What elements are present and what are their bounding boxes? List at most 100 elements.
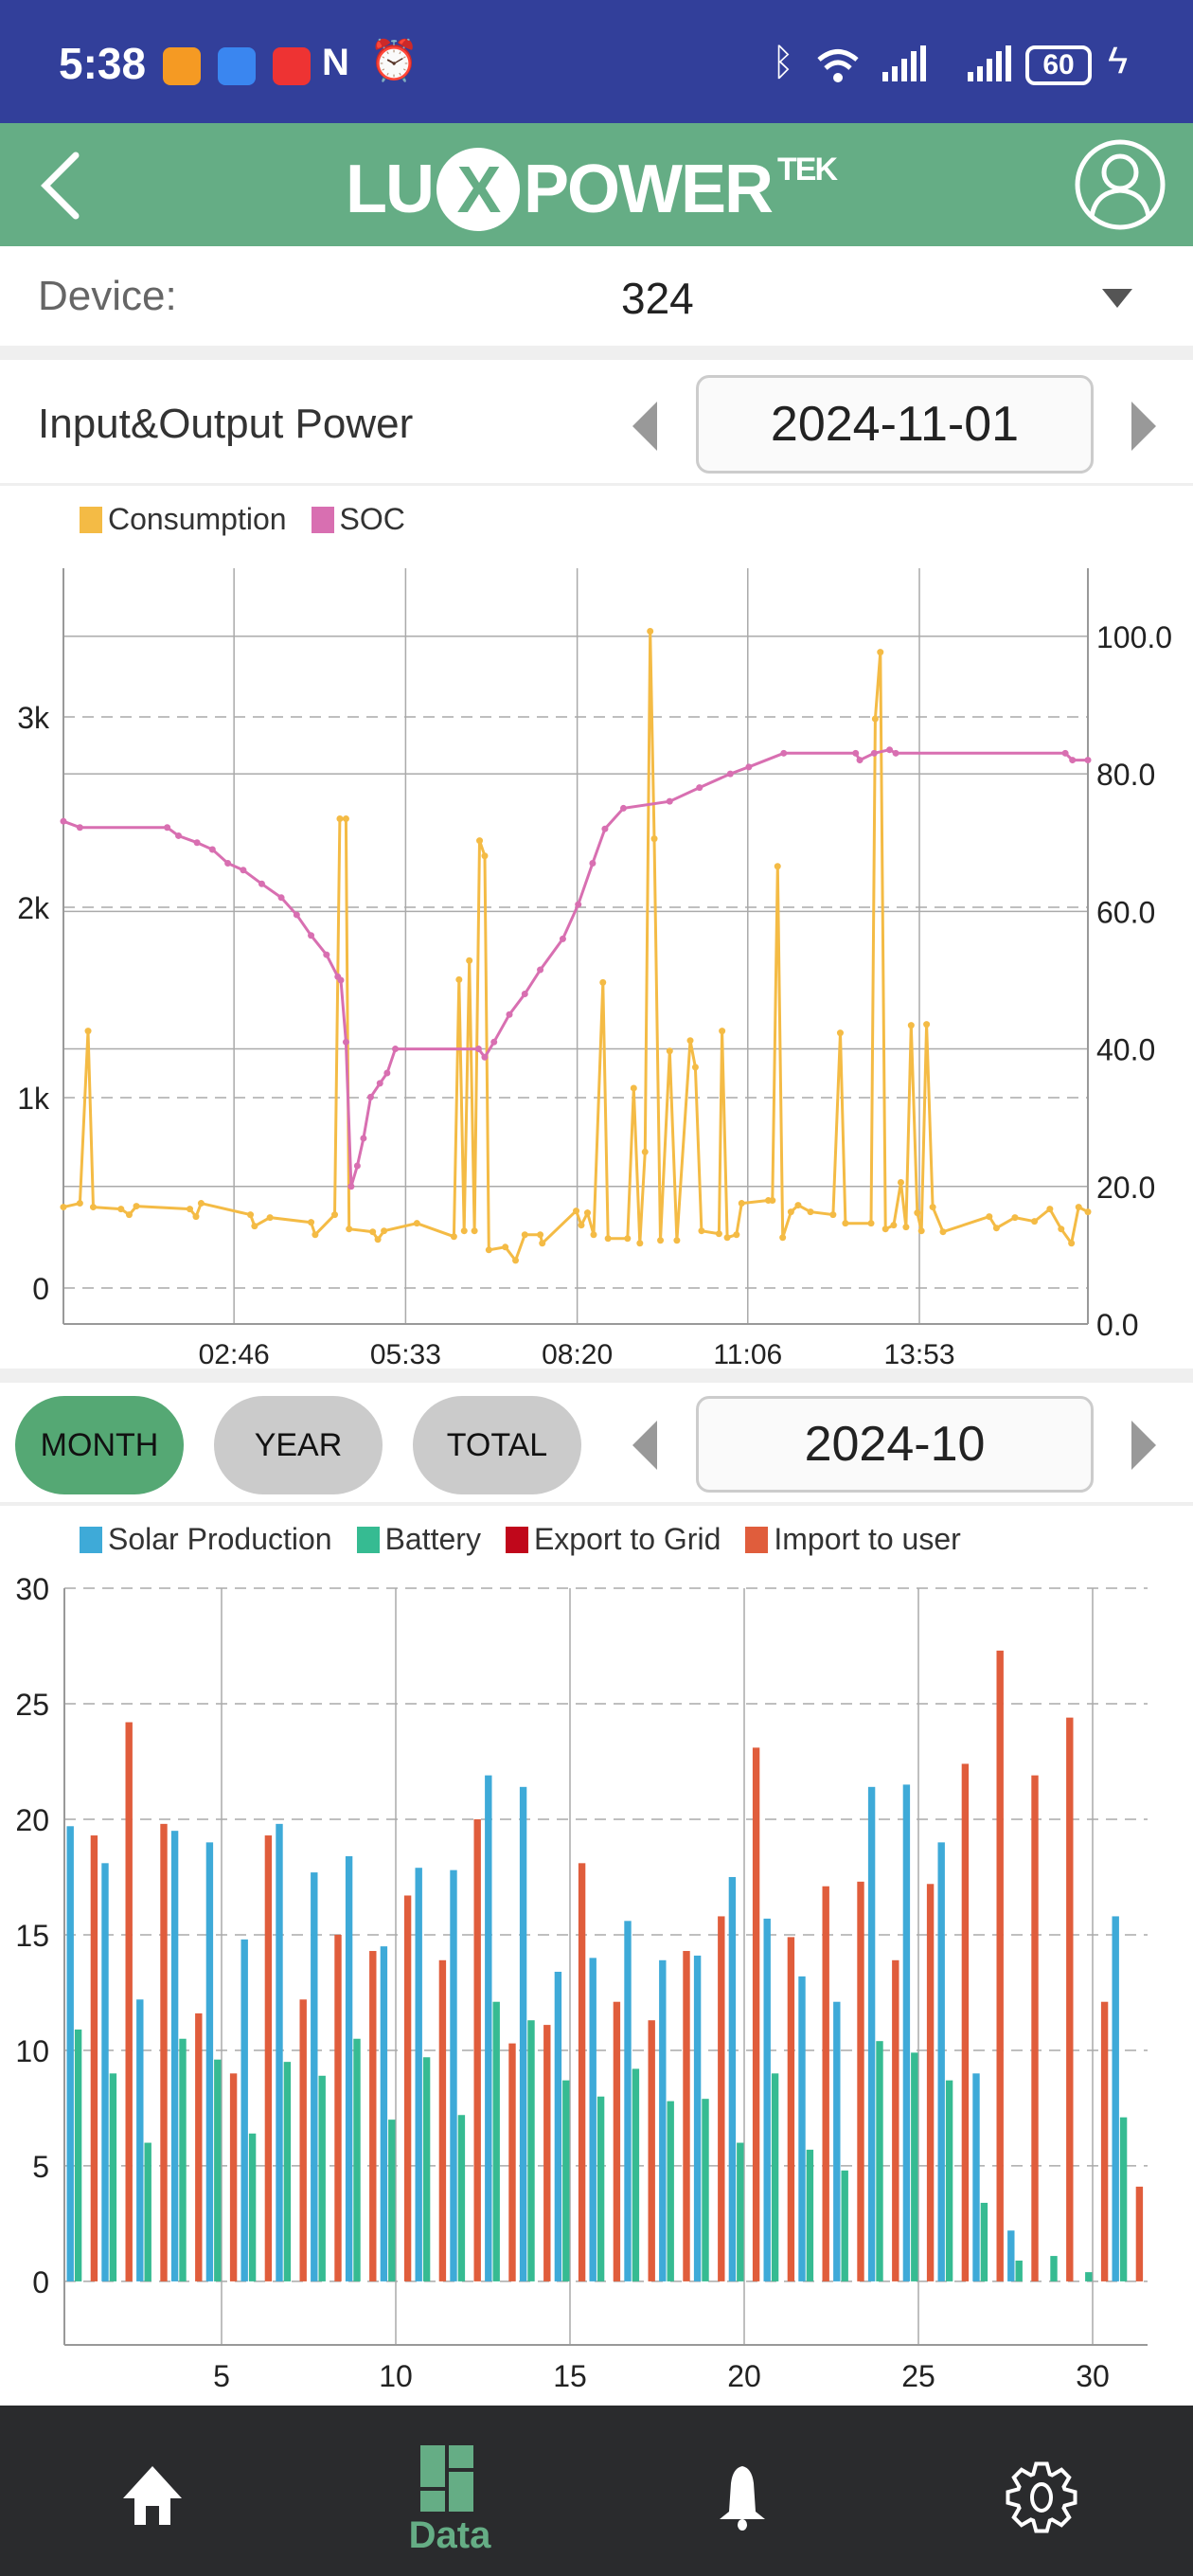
data-point-consumption [914,1209,921,1217]
bar-battery [1119,2117,1128,2281]
y-tick-label: 30 [15,1572,49,1606]
prev-date-button[interactable] [632,402,657,451]
legend-export[interactable]: Export to Grid [505,1522,721,1557]
data-point-soc [208,846,216,853]
data-point-consumption [521,1231,528,1239]
bar-solar-production [311,1872,318,2281]
power-line-chart: 0.0 20.0 40.0 60.0 80.0 100.0 0 1k 2k 3k 02:46 05:3… [17,568,1172,1368]
data-point-consumption [630,1084,637,1092]
data-point-soc [308,932,315,939]
legend-label: SOC [339,502,405,536]
data-point-consumption [342,815,349,823]
bar-solar-production [66,1826,74,2281]
data-point-consumption [871,715,879,723]
data-point-soc [892,749,899,757]
legend-soc[interactable]: SOC [311,502,405,537]
month-picker[interactable]: 2024-10 [696,1396,1094,1493]
y-tick-label: 15 [15,1919,49,1953]
data-point-consumption [877,649,884,656]
data-point-consumption [471,1227,478,1235]
y-right-tick-label: 60.0 [1096,895,1155,929]
device-label: Device: [38,273,177,319]
tab-total[interactable]: TOTAL [413,1396,581,1494]
data-point-consumption [197,1200,205,1208]
bar-import-to-user [369,1951,377,2281]
legend-consumption[interactable]: Consumption [80,502,287,537]
bar-battery [1085,2272,1093,2281]
data-point-consumption [84,1028,92,1035]
legend-solar[interactable]: Solar Production [80,1522,332,1557]
date-picker[interactable]: 2024-11-01 [696,375,1094,474]
bar-battery [214,2059,222,2281]
bar-import-to-user [1135,2186,1144,2281]
x-tick-label: 08:20 [542,1339,613,1368]
data-point-consumption [1031,1218,1039,1225]
data-point-soc [601,825,609,832]
bar-import-to-user [299,1999,307,2281]
data-point-consumption [539,1240,546,1247]
data-point-consumption [485,1246,492,1254]
divider [0,1502,1193,1506]
data-point-consumption [266,1214,274,1222]
data-icon[interactable] [418,2445,477,2512]
logo-text: POWER [523,152,774,227]
bar-import-to-user [1031,1775,1039,2281]
data-point-consumption [666,1047,673,1055]
bar-import-to-user [648,2020,655,2281]
user-profile-button[interactable] [1073,137,1167,232]
usb-icon [218,47,256,85]
next-date-button[interactable] [1131,402,1156,451]
nav-label-data[interactable]: Data [408,2514,491,2556]
y-left-tick-label: 3k [17,701,50,735]
data-point-consumption [133,1203,140,1210]
bar-battery [737,2142,744,2281]
legend-battery[interactable]: Battery [356,1522,481,1557]
bar-battery [806,2149,814,2281]
bar-import-to-user [822,1886,829,2281]
data-point-consumption [939,1228,947,1236]
back-button[interactable] [38,152,85,220]
bar-solar-production [380,1946,388,2281]
tab-year[interactable]: YEAR [214,1396,383,1494]
data-point-soc [745,763,753,771]
data-point-consumption [829,1211,837,1219]
x-tick-label: 15 [553,2359,587,2393]
data-point-soc [1061,749,1069,757]
data-point-soc [726,770,734,778]
y-right-tick-label: 80.0 [1096,758,1155,792]
data-point-consumption [923,1021,931,1029]
next-month-button[interactable] [1131,1421,1156,1470]
data-point-consumption [537,1231,544,1239]
data-point-consumption [481,852,489,860]
bar-import-to-user [195,2012,203,2281]
device-selector[interactable]: Device: 324 [0,246,1193,346]
data-point-consumption [381,1227,388,1235]
date-value: 2024-11-01 [770,397,1020,452]
luxpower-logo: LU X POWER TEK [346,148,838,231]
data-point-consumption [890,1222,898,1229]
bar-import-to-user [996,1650,1004,2281]
bar-battery [562,2080,570,2281]
prev-month-button[interactable] [632,1421,657,1470]
logo-sup: TEK [777,152,838,188]
data-point-consumption [650,835,658,843]
gear-icon[interactable] [1004,2460,1079,2535]
data-point-soc [481,1053,489,1061]
home-icon[interactable] [121,2462,184,2529]
bar-import-to-user [125,1722,133,2281]
bar-solar-production [763,1918,771,2281]
data-point-consumption [599,978,607,986]
data-point-consumption [247,1211,255,1219]
bar-solar-production [450,1869,457,2281]
bell-icon[interactable] [716,2464,769,2532]
app-header [0,123,1193,246]
x-tick-label: 30 [1076,2359,1110,2393]
tab-month[interactable]: MONTH [15,1396,184,1494]
legend-import[interactable]: Import to user [745,1522,961,1557]
data-point-soc [856,757,864,764]
data-point-consumption [60,1204,67,1211]
data-point-consumption [636,1240,644,1247]
section-title: Input&Output Power [38,401,414,447]
bar-import-to-user [892,1959,899,2281]
data-point-consumption [460,1227,468,1235]
